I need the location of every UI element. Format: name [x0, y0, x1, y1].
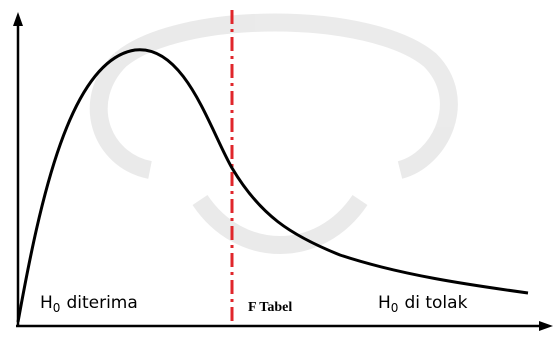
reject-text: di tolak: [404, 293, 467, 313]
page: {"labels": [ {"base": "H", "subscript": …: [0, 0, 555, 338]
reject-base: H: [378, 293, 391, 313]
accept-label: H0 diterima: [40, 293, 138, 315]
watermark: [99, 23, 449, 246]
f-table-label: F Tabel: [248, 300, 292, 315]
accept-text: diterima: [66, 293, 137, 313]
accept-sub: 0: [53, 301, 61, 315]
diagram: H0diterima F Tabel H0di tolak: [0, 0, 555, 338]
reject-sub: 0: [391, 301, 399, 315]
reject-label: H0 di tolak: [378, 293, 468, 315]
y-arrow: [13, 12, 23, 26]
x-arrow: [539, 321, 553, 331]
accept-base: H: [40, 293, 53, 313]
